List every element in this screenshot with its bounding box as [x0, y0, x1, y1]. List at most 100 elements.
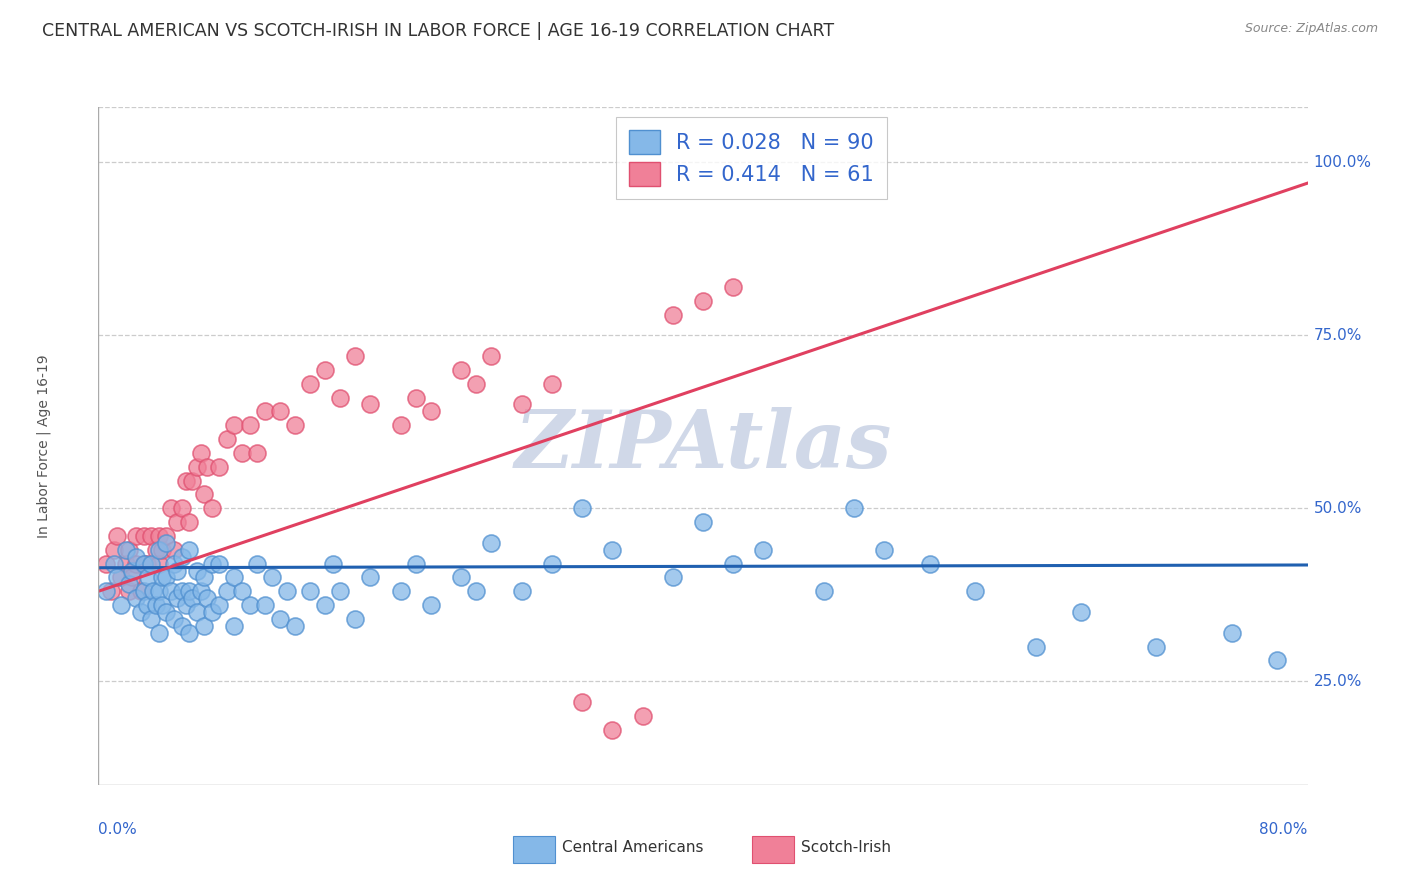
Point	[1220, 625, 1243, 640]
Point	[170, 549, 193, 564]
Text: In Labor Force | Age 16-19: In Labor Force | Age 16-19	[37, 354, 51, 538]
Point	[135, 557, 157, 571]
Point	[163, 612, 186, 626]
Point	[465, 584, 488, 599]
Point	[389, 418, 412, 433]
Point	[540, 376, 562, 391]
Point	[450, 570, 472, 584]
Point	[284, 418, 307, 433]
Text: 100.0%: 100.0%	[1313, 155, 1372, 169]
Point	[1144, 640, 1167, 654]
Point	[284, 619, 307, 633]
Point	[208, 459, 231, 474]
Point	[193, 619, 215, 633]
Point	[145, 542, 167, 557]
Point	[166, 591, 188, 606]
Point	[135, 598, 157, 612]
Point	[150, 570, 173, 584]
Point	[163, 542, 186, 557]
Point	[873, 542, 896, 557]
Point	[110, 570, 132, 584]
Point	[208, 557, 231, 571]
Point	[631, 708, 654, 723]
Point	[160, 501, 183, 516]
Point	[269, 404, 291, 418]
Point	[224, 570, 246, 584]
Point	[231, 584, 253, 599]
Point	[177, 542, 201, 557]
Point	[571, 501, 593, 516]
Point	[177, 584, 201, 599]
Point	[105, 529, 128, 543]
Point	[166, 564, 188, 578]
Point	[299, 584, 322, 599]
Point	[208, 598, 231, 612]
Point	[94, 584, 117, 599]
Point	[481, 349, 503, 363]
Point	[419, 404, 441, 418]
Text: 75.0%: 75.0%	[1313, 328, 1362, 343]
Point	[121, 564, 143, 578]
Point	[181, 474, 204, 488]
Point	[602, 723, 624, 737]
Point	[510, 584, 533, 599]
Point	[190, 584, 212, 599]
Point	[201, 557, 224, 571]
Point	[450, 363, 472, 377]
Point	[692, 293, 714, 308]
Point	[150, 598, 173, 612]
Point	[661, 570, 683, 584]
Point	[155, 529, 177, 543]
Point	[661, 308, 683, 322]
Point	[239, 598, 262, 612]
Text: 80.0%: 80.0%	[1260, 822, 1308, 838]
Point	[419, 598, 441, 612]
Point	[166, 515, 188, 529]
Point	[174, 598, 197, 612]
Point	[918, 557, 941, 571]
Point	[1070, 605, 1092, 619]
Point	[465, 376, 488, 391]
Point	[602, 542, 624, 557]
Point	[125, 549, 148, 564]
Point	[692, 515, 714, 529]
Point	[118, 577, 141, 591]
Text: 25.0%: 25.0%	[1313, 673, 1362, 689]
Point	[1265, 653, 1288, 667]
Point	[752, 542, 775, 557]
Point	[150, 542, 173, 557]
Point	[118, 584, 141, 599]
Point	[186, 459, 208, 474]
Point	[142, 584, 165, 599]
Point	[160, 584, 183, 599]
Point	[571, 695, 593, 709]
Legend: R = 0.028   N = 90, R = 0.414   N = 61: R = 0.028 N = 90, R = 0.414 N = 61	[616, 118, 887, 199]
Point	[721, 557, 744, 571]
Point	[103, 557, 125, 571]
Point	[129, 605, 152, 619]
Point	[231, 446, 253, 460]
Point	[215, 432, 238, 446]
Point	[195, 591, 218, 606]
Point	[163, 557, 186, 571]
Point	[965, 584, 987, 599]
Text: ZIPAtlas: ZIPAtlas	[515, 408, 891, 484]
Text: 50.0%: 50.0%	[1313, 500, 1362, 516]
Point	[329, 584, 352, 599]
Point	[121, 570, 143, 584]
Point	[125, 529, 148, 543]
Point	[314, 598, 336, 612]
Point	[125, 557, 148, 571]
Point	[246, 557, 269, 571]
Point	[118, 542, 141, 557]
Point	[344, 349, 367, 363]
Point	[253, 598, 276, 612]
Point	[155, 536, 177, 550]
Point	[299, 376, 322, 391]
Point	[132, 557, 155, 571]
Point	[186, 564, 208, 578]
Point	[360, 397, 382, 411]
Point	[141, 557, 163, 571]
Point	[224, 418, 246, 433]
Point	[322, 557, 344, 571]
